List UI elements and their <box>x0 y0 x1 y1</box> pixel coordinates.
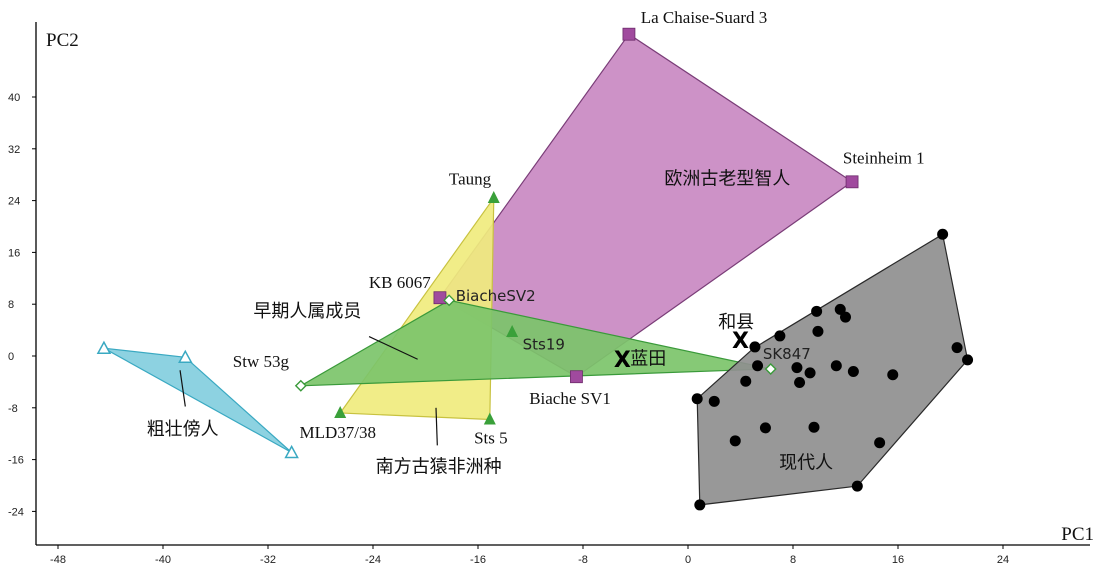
leader-line-2 <box>435 407 438 446</box>
y-tick-label-6: -8 <box>8 403 18 415</box>
annotation-0: La Chaise-Suard 3 <box>641 8 768 27</box>
x-ticks: -48 -40 -32 -24 -16 -8 0 8 16 24 <box>50 545 1009 566</box>
annotation-7: Stw 53g <box>233 352 290 371</box>
annotation-8: MLD37/38 <box>300 423 377 442</box>
annotation-9: Sts 5 <box>474 428 508 447</box>
point-s4-18 <box>708 395 720 407</box>
annotation-5: Sts19 <box>523 336 565 354</box>
x-tick-label-2: -32 <box>260 554 276 566</box>
y-tick-label-1: 32 <box>8 144 20 156</box>
point-s0-1 <box>845 175 859 189</box>
point-s4-3 <box>840 311 851 323</box>
annotation-10: 和县 <box>718 312 754 333</box>
point-s4-20 <box>808 421 820 433</box>
annotation-1: Steinheim 1 <box>843 149 925 168</box>
point-s4-12 <box>830 360 842 372</box>
point-s2-0 <box>294 379 307 392</box>
annotation-6: Biache SV1 <box>529 389 611 408</box>
point-s0-3 <box>570 370 583 384</box>
point-s0-0 <box>622 27 636 41</box>
point-s1-3 <box>483 412 496 425</box>
point-s4-22 <box>874 437 886 449</box>
point-s4-2 <box>834 303 846 315</box>
y-tick-label-7: -16 <box>8 455 24 467</box>
y-tick-label-8: -24 <box>8 506 24 518</box>
point-s4-15 <box>740 375 752 387</box>
group-label-4: 现代人 <box>779 453 833 474</box>
x-tick-label-4: -16 <box>470 554 486 566</box>
point-s4-13 <box>847 366 859 378</box>
annotation-3: KB 6067 <box>369 273 431 292</box>
point-s4-8 <box>962 354 974 366</box>
point-s4-11 <box>804 367 816 379</box>
point-s4-5 <box>812 325 824 337</box>
y-tick-label-3: 16 <box>8 247 20 259</box>
group-label-1: 南方古猿非洲种 <box>376 457 502 478</box>
data-points: XX <box>96 27 974 511</box>
group-label-2: 早期人属成员 <box>253 301 361 322</box>
point-s4-7 <box>951 342 963 354</box>
group-label-0: 欧洲古老型智人 <box>664 168 790 189</box>
x-tick-label-5: -8 <box>578 554 588 566</box>
point-s4-1 <box>811 305 823 317</box>
hull-2 <box>300 299 771 387</box>
point-s5-1: X <box>614 348 631 373</box>
leader-line-0 <box>368 336 418 360</box>
x-tick-label-3: -24 <box>365 554 381 566</box>
point-s4-4 <box>774 330 786 342</box>
annotation-2: Taung <box>449 169 492 188</box>
point-s2-2 <box>764 362 777 375</box>
y-axis-title: PC2 <box>46 30 79 51</box>
leader-line-1 <box>179 370 186 407</box>
leader-lines <box>179 336 438 446</box>
y-tick-label-2: 24 <box>8 196 20 208</box>
x-tick-label-9: 24 <box>997 554 1009 566</box>
x-tick-label-8: 16 <box>892 554 904 566</box>
annotation-4: BiacheSV2 <box>456 287 536 305</box>
annotation-12: 蓝田 <box>630 348 666 369</box>
y-ticks: 40 32 24 16 8 0 -8 -16 -24 <box>8 92 36 518</box>
x-axis-title: PC1 <box>1061 524 1094 545</box>
point-s2-1 <box>443 294 456 307</box>
point-s3-0 <box>96 340 112 354</box>
point-s4-9 <box>752 360 764 372</box>
point-s1-1 <box>506 325 519 338</box>
point-s3-2 <box>284 444 299 459</box>
group-label-3: 粗壮傍人 <box>147 419 219 440</box>
point-s4-0 <box>937 228 949 240</box>
point-s4-6 <box>749 341 761 353</box>
point-s4-14 <box>887 369 899 381</box>
point-s3-1 <box>178 349 193 364</box>
group-hulls <box>103 33 969 506</box>
x-tick-label-7: 8 <box>790 554 796 566</box>
y-tick-label-0: 40 <box>8 92 20 104</box>
point-s4-24 <box>694 499 706 511</box>
point-s4-10 <box>791 362 803 374</box>
x-tick-label-6: 0 <box>685 554 691 566</box>
point-s4-16 <box>794 377 806 389</box>
point-s5-0: X <box>732 329 749 354</box>
x-tick-label-0: -48 <box>50 554 66 566</box>
point-s1-2 <box>334 405 347 418</box>
axes <box>35 22 1090 546</box>
point-s4-17 <box>691 393 703 405</box>
x-tick-label-1: -40 <box>155 554 171 566</box>
point-s4-21 <box>729 435 741 447</box>
point-s4-23 <box>851 480 863 492</box>
y-tick-label-5: 0 <box>8 351 14 363</box>
y-tick-label-4: 8 <box>8 299 14 311</box>
annotation-11: SK847 <box>763 345 811 363</box>
point-s4-19 <box>759 422 771 434</box>
point-s1-0 <box>487 191 500 204</box>
hull-3 <box>103 347 293 454</box>
point-s0-2 <box>433 291 447 305</box>
